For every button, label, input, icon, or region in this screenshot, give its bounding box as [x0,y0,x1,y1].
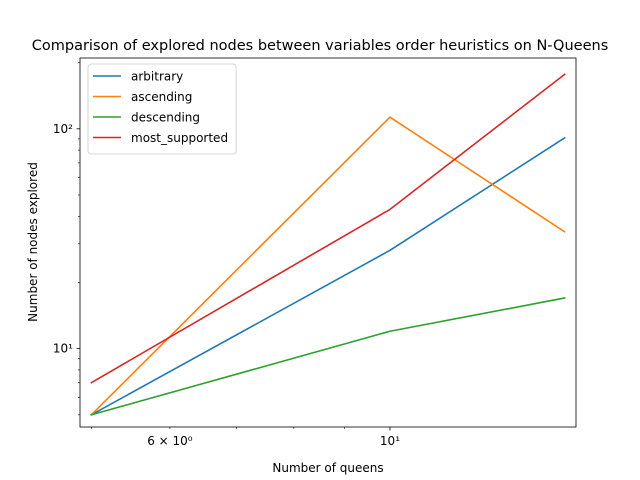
y-tick-label: 10² [53,122,73,136]
y-axis-label: Number of nodes explored [26,162,40,322]
series-line-descending [90,297,566,416]
legend-entry: arbitrary [131,70,183,84]
x-axis-label: Number of queens [272,461,383,475]
legend: arbitrary ascending descending most_support… [87,63,237,155]
legend-entry: descending [131,111,200,125]
series-line-most-supported [90,73,566,384]
axis-ticks: 10¹ 6 × 10⁰ 10¹ 10² [53,62,400,448]
legend-entry: ascending [131,90,192,104]
plot-frame [79,57,577,428]
legend-box [87,63,237,155]
legend-entry: most_supported [131,131,228,145]
series-line-arbitrary [90,136,566,416]
series-line-ascending [90,116,566,416]
series-lines [90,73,566,416]
y-tick-label: 10¹ [53,342,73,356]
x-tick-label: 10¹ [380,434,400,448]
x-tick-label: 6 × 10⁰ [147,434,193,448]
chart-title: Comparison of explored nodes between var… [32,38,609,54]
